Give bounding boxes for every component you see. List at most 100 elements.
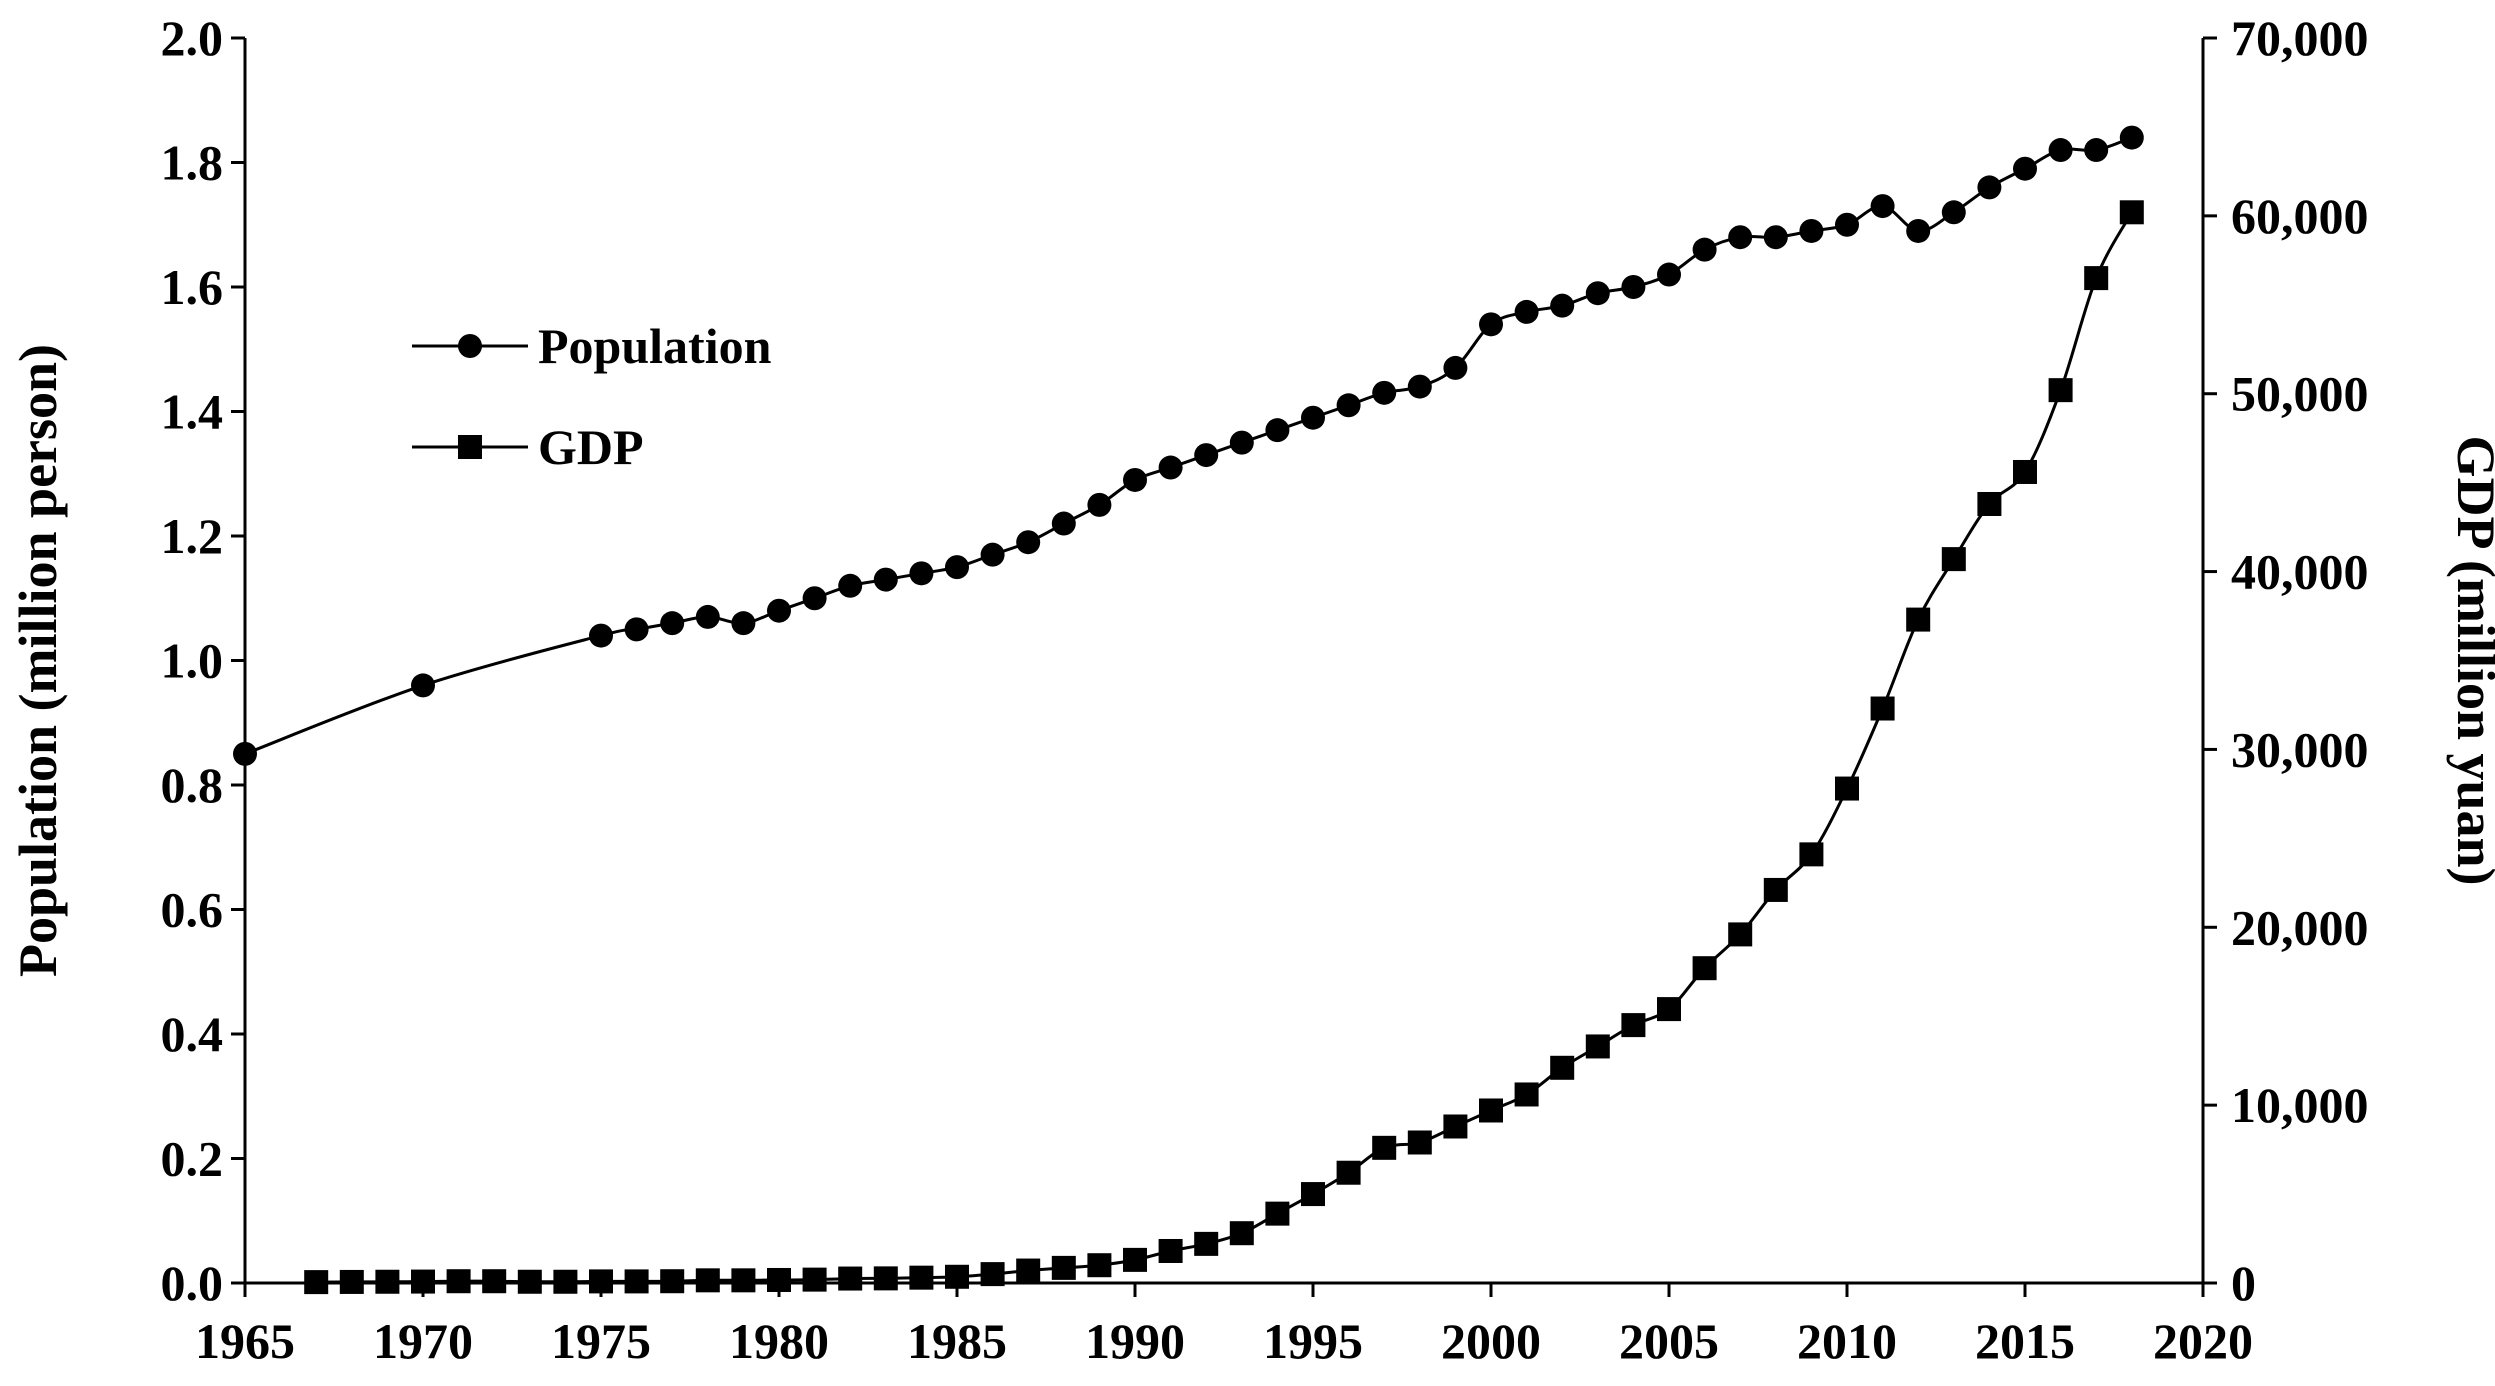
x-tick-label: 2015 [1975, 1313, 2075, 1369]
y-tick-label: 0.0 [161, 1255, 224, 1311]
gdp-point [1443, 1114, 1468, 1139]
y-tick-label: 1.8 [161, 135, 224, 191]
population-point [1123, 467, 1147, 492]
x-tick-label: 1995 [1263, 1313, 1363, 1369]
legend-population-label: Population [538, 318, 772, 374]
gdp-point [2084, 266, 2109, 291]
population-point [873, 567, 898, 592]
gdp-point [1799, 842, 1824, 867]
gdp-point [1550, 1055, 1575, 1080]
population-point [980, 542, 1005, 567]
gdp-point [375, 1269, 400, 1294]
y-tick-label: 1.6 [161, 259, 224, 315]
population-point [1301, 405, 1325, 430]
y-tick-label: 2.0 [161, 10, 224, 66]
population-point [589, 623, 613, 648]
gdp-point [1087, 1253, 1112, 1278]
population-point [731, 611, 756, 636]
y-tick-label: 0.2 [161, 1131, 224, 1187]
gdp-point [1870, 696, 1895, 721]
population-point [1906, 218, 1931, 243]
y2-tick-label: 10,000 [2231, 1077, 2369, 1133]
population-point [1870, 194, 1895, 219]
axes: 1965 1970 1975 1980 1985 1990 1995 2000 2005 2010… [161, 10, 2369, 1369]
legend-population-marker [458, 334, 482, 358]
population-point [767, 598, 791, 623]
gdp-point [624, 1269, 649, 1294]
y-tick-label: 1.4 [161, 384, 224, 440]
gdp-point [482, 1269, 507, 1294]
population-point [695, 604, 720, 629]
y-tick-label: 0.4 [161, 1006, 224, 1062]
gdp-point [873, 1266, 898, 1291]
gdp-point [1514, 1082, 1539, 1107]
y-tick-label: 1.0 [161, 633, 224, 689]
y2-axis-title: GDP (million yuan) [2446, 435, 2495, 885]
population-point [1621, 275, 1646, 299]
gdp-point [1941, 547, 1966, 572]
population-point [660, 611, 685, 636]
gdp-point [767, 1267, 791, 1292]
x-tick-label: 2010 [1797, 1313, 1897, 1369]
gdp-point [980, 1262, 1005, 1287]
gdp-point [1336, 1160, 1361, 1185]
axis-titles: Population (million person) GDP (million … [8, 344, 2495, 977]
population-point [411, 673, 435, 698]
x-tick-label: 2020 [2153, 1313, 2253, 1369]
population-point [1799, 218, 1824, 243]
y-axis-title: Population (million person) [8, 344, 68, 977]
gdp-point [1835, 776, 1859, 801]
gdp-point [1301, 1182, 1325, 1207]
gdp-point [1407, 1130, 1432, 1155]
x-tick-label: 1970 [373, 1313, 473, 1369]
population-point [1407, 374, 1432, 399]
gdp-point [660, 1269, 685, 1294]
y2-tick-label: 40,000 [2231, 544, 2369, 600]
gdp-point [2013, 459, 2037, 484]
population-point [945, 555, 969, 580]
population-point [909, 561, 934, 586]
gdp-point [1657, 997, 1681, 1022]
gdp-point [1194, 1231, 1219, 1256]
population-point [1372, 380, 1397, 405]
population-point [624, 617, 649, 642]
gdp-point [1479, 1098, 1503, 1123]
x-tick-label: 1975 [551, 1313, 651, 1369]
gdp-point [517, 1269, 542, 1294]
population-point [1229, 430, 1254, 455]
population-point [1158, 455, 1183, 480]
gdp-point [1692, 956, 1717, 981]
population-point [1087, 492, 1112, 517]
gdp-point [945, 1264, 969, 1289]
gdp-point [1016, 1258, 1041, 1283]
population-point [1336, 393, 1361, 418]
gdp-point [802, 1267, 827, 1292]
gdp-point [1585, 1034, 1610, 1059]
x-tick-label: 1965 [195, 1313, 295, 1369]
gdp-point [589, 1269, 613, 1294]
gdp-point [446, 1269, 471, 1294]
y2-tick-label: 70,000 [2231, 10, 2369, 66]
population-point [2119, 125, 2144, 150]
x-tick-label: 1985 [907, 1313, 1007, 1369]
y2-tick-label: 0 [2231, 1255, 2256, 1311]
population-point [1016, 530, 1041, 555]
population-point [1514, 299, 1539, 324]
legend: Population GDP [412, 318, 772, 475]
gdp-point [1051, 1255, 1076, 1280]
gdp-point [1621, 1013, 1646, 1038]
series-markers [233, 125, 2144, 1295]
x-tick-label: 1980 [729, 1313, 829, 1369]
gdp-point [838, 1266, 863, 1291]
gdp-point [2119, 200, 2144, 225]
gdp-point [909, 1265, 934, 1290]
gdp-point [2048, 378, 2073, 403]
gdp-point [695, 1268, 720, 1293]
gdp-point [1372, 1135, 1397, 1160]
x-tick-label: 1990 [1085, 1313, 1185, 1369]
legend-gdp-marker [458, 435, 482, 459]
gdp-point [1229, 1221, 1254, 1246]
population-point [1763, 225, 1788, 250]
y2-tick-label: 20,000 [2231, 899, 2369, 955]
y-tick-label: 1.2 [161, 508, 224, 564]
